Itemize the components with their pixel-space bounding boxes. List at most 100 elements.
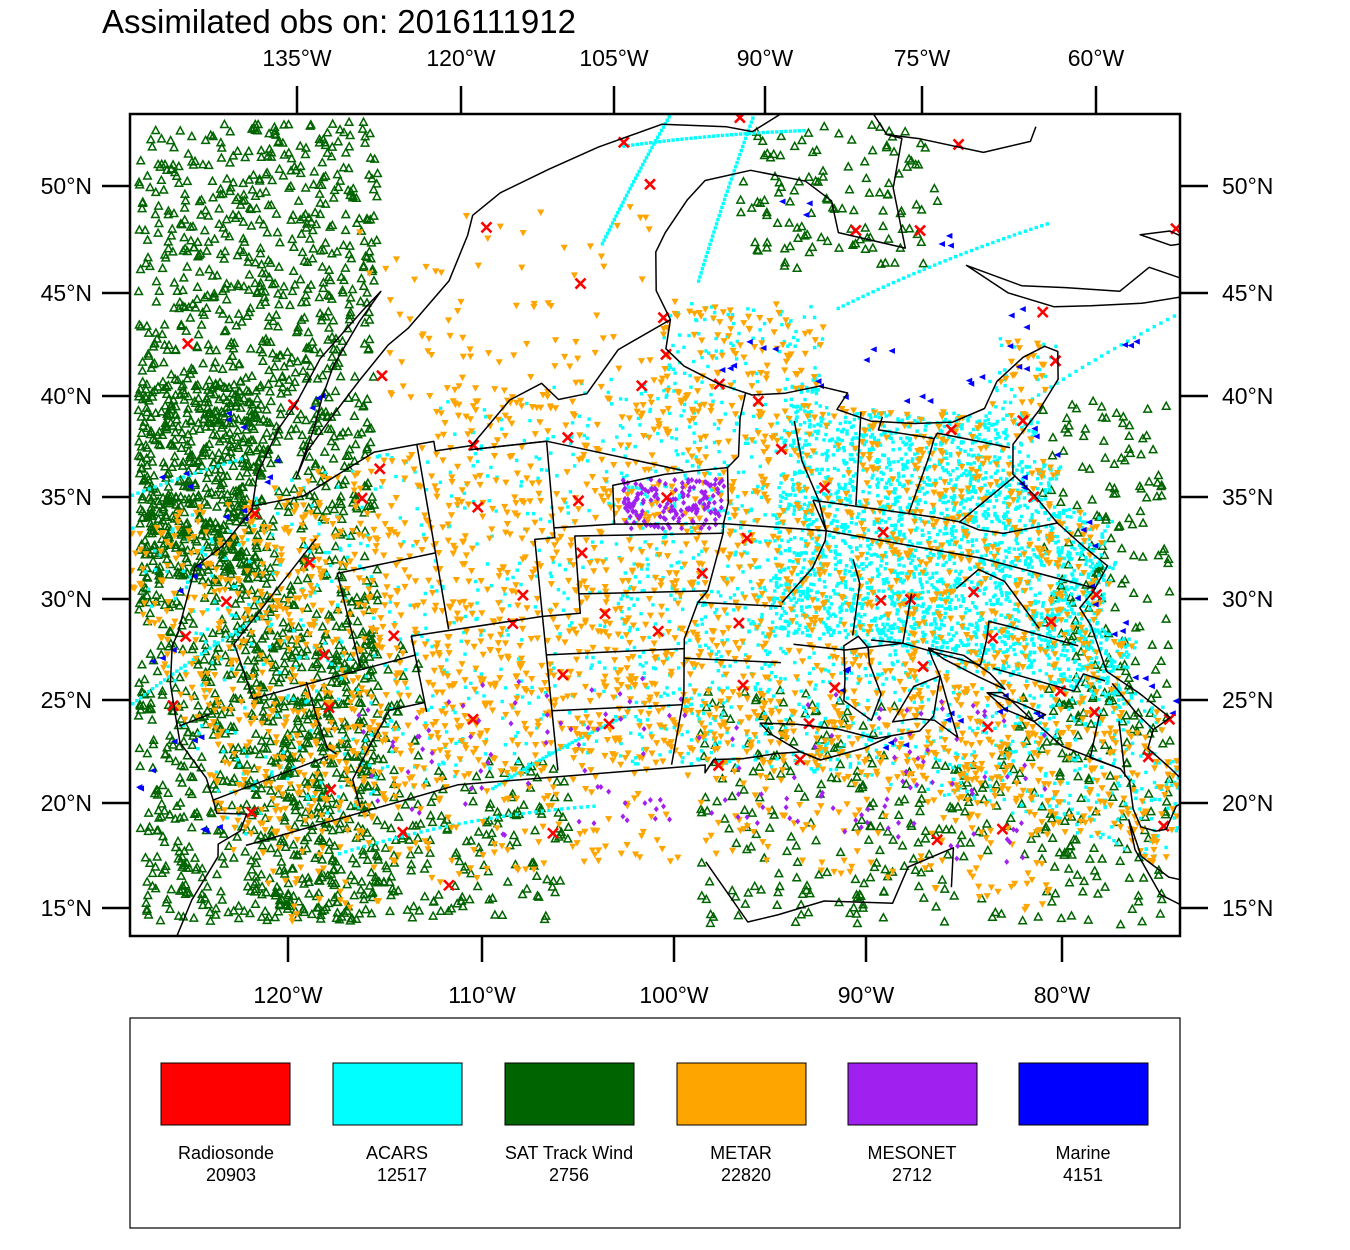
sat-track-wind-marker	[750, 694, 761, 705]
acars-marker	[275, 713, 279, 717]
sat-track-wind-marker	[1081, 579, 1092, 589]
sat-track-wind-marker	[821, 729, 832, 740]
sat-track-wind-marker	[300, 148, 311, 159]
sat-track-wind-marker	[220, 245, 231, 256]
sat-track-wind-marker	[287, 285, 298, 296]
sat-track-wind-marker	[336, 864, 347, 874]
acars-marker	[920, 700, 924, 704]
sat-track-wind-marker	[868, 727, 879, 738]
acars-marker	[689, 525, 694, 530]
acars-marker	[834, 767, 839, 772]
sat-track-wind-marker	[708, 911, 719, 921]
sat-track-wind-marker	[203, 488, 214, 498]
sat-track-wind-marker	[381, 710, 393, 720]
acars-marker	[281, 750, 286, 754]
sat-track-wind-marker	[168, 302, 180, 312]
sat-track-wind-marker	[289, 279, 300, 289]
sat-track-wind-marker	[171, 414, 182, 424]
sat-track-wind-marker	[300, 709, 311, 720]
sat-track-wind-marker	[202, 499, 213, 509]
acars-marker	[664, 395, 668, 399]
sat-track-wind-marker	[875, 821, 886, 831]
acars-marker	[736, 494, 740, 499]
sat-track-wind-marker	[746, 841, 757, 851]
acars-marker	[383, 663, 387, 667]
sat-track-wind-marker	[222, 451, 233, 462]
sat-track-wind-marker	[221, 775, 232, 785]
acars-marker	[942, 456, 946, 460]
sat-track-wind-marker	[1142, 593, 1153, 603]
acars-marker	[303, 544, 308, 548]
sat-track-wind-marker	[328, 453, 339, 463]
sat-track-wind-marker	[358, 849, 369, 859]
sat-track-wind-marker	[207, 661, 218, 671]
sat-track-wind-marker	[266, 151, 277, 161]
acars-marker	[754, 565, 758, 570]
acars-marker	[780, 688, 785, 693]
sat-track-wind-marker	[260, 905, 271, 916]
sat-track-wind-marker	[465, 835, 477, 845]
acars-marker	[812, 315, 817, 320]
acars-marker	[669, 593, 673, 597]
sat-track-wind-marker	[1047, 432, 1058, 442]
sat-track-wind-marker	[286, 214, 297, 224]
acars-marker	[235, 632, 240, 637]
sat-track-wind-marker	[193, 392, 204, 403]
sat-track-wind-marker	[178, 811, 190, 821]
acars-marker	[793, 660, 797, 665]
acars-marker	[1171, 759, 1175, 764]
acars-marker	[732, 593, 737, 597]
sat-track-wind-marker	[860, 243, 871, 254]
acars-marker	[989, 788, 993, 793]
sat-track-wind-marker	[141, 406, 152, 417]
acars-marker	[644, 661, 648, 665]
sat-track-wind-marker	[301, 373, 312, 383]
sat-track-wind-marker	[208, 130, 219, 141]
acars-marker	[1065, 678, 1069, 683]
sat-track-wind-marker	[727, 790, 738, 801]
acars-marker	[351, 737, 355, 741]
acars-marker	[926, 698, 931, 702]
sat-track-wind-marker	[1163, 639, 1174, 650]
acars-marker	[647, 635, 651, 640]
acars-marker	[1012, 750, 1016, 754]
sat-track-wind-marker	[1144, 476, 1155, 486]
acars-marker	[761, 631, 765, 635]
acars-marker	[629, 731, 633, 735]
acars-marker	[782, 339, 786, 344]
sat-track-wind-marker	[191, 807, 202, 817]
sat-track-wind-marker	[334, 124, 346, 134]
acars-marker	[1069, 644, 1074, 649]
sat-track-wind-marker	[364, 314, 375, 324]
acars-marker	[671, 367, 676, 371]
sat-track-wind-marker	[1052, 729, 1063, 739]
sat-track-wind-marker	[319, 821, 330, 832]
sat-track-wind-marker	[547, 881, 558, 891]
sat-track-wind-marker	[244, 476, 255, 486]
acars-marker	[759, 495, 764, 500]
sat-track-wind-marker	[147, 433, 159, 443]
sat-track-wind-marker	[295, 140, 306, 150]
sat-track-wind-marker	[340, 209, 351, 219]
sat-track-wind-marker	[171, 596, 182, 606]
sat-track-wind-marker	[217, 494, 228, 504]
acars-marker	[363, 738, 368, 743]
acars-marker	[214, 770, 219, 774]
acars-marker	[734, 357, 739, 361]
sat-track-wind-marker	[180, 195, 191, 205]
sat-track-wind-marker	[364, 651, 375, 661]
sat-track-wind-marker	[373, 876, 385, 886]
acars-marker	[891, 490, 895, 494]
sat-track-wind-marker	[192, 456, 203, 466]
acars-marker	[1122, 847, 1127, 851]
sat-track-wind-marker	[332, 655, 343, 665]
acars-marker	[474, 617, 478, 622]
sat-track-wind-marker	[215, 454, 226, 465]
sat-track-wind-marker	[214, 557, 226, 567]
sat-track-wind-marker	[279, 864, 290, 875]
acars-marker	[1051, 526, 1055, 531]
acars-marker	[344, 597, 348, 601]
sat-track-wind-marker	[246, 220, 257, 230]
acars-marker	[1003, 400, 1007, 404]
sat-track-wind-marker	[349, 410, 360, 421]
